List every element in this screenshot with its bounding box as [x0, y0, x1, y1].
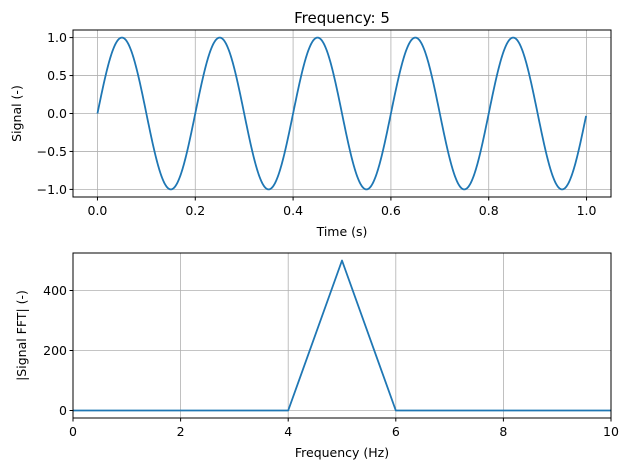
plot-title: Frequency: 5 [294, 9, 390, 27]
fft-x-tick-label-3: 6 [392, 424, 400, 439]
fft-plot-frame [72, 252, 612, 419]
time-x-tick-label-1: 0.2 [185, 203, 205, 218]
fft-x-tick-label-4: 8 [499, 424, 507, 439]
time-y-tick-label-1: −0.5 [37, 144, 67, 159]
fft-y-axis-label: |Signal FFT| (-) [14, 290, 29, 381]
fft-x-tick-label-0: 0 [69, 424, 77, 439]
fft-x-axis-label: Frequency (Hz) [295, 445, 389, 460]
fft-plot-ticks: 0 2 4 6 8 10 0 200 400 [43, 283, 619, 439]
fft-x-tick-label-2: 4 [284, 424, 292, 439]
fft-y-tick-label-0: 0 [59, 403, 67, 418]
fft-y-tick-label-2: 400 [43, 283, 67, 298]
fft-y-tick-label-1: 200 [43, 343, 67, 358]
time-x-tick-label-3: 0.6 [381, 203, 401, 218]
time-x-tick-label-4: 0.8 [479, 203, 499, 218]
fft-x-tick-label-1: 2 [177, 424, 185, 439]
fft-x-tick-label-5: 10 [603, 424, 619, 439]
time-y-axis-label: Signal (-) [9, 85, 24, 142]
time-x-tick-label-2: 0.4 [283, 203, 303, 218]
time-y-tick-label-0: −1.0 [37, 182, 67, 197]
fft-magnitude-line [73, 259, 611, 412]
fft-plot: 0 2 4 6 8 10 0 200 400 Frequency (Hz) |Signal FF… [14, 252, 619, 460]
time-y-tick-label-2: 0.0 [47, 106, 67, 121]
time-signal-plot: 0.0 0.2 0.4 0.6 0.8 1.0 −1.0 −0.5 0.0 0.5 1.0 Freq… [9, 9, 612, 239]
time-x-axis-label: Time (s) [316, 224, 368, 239]
time-y-tick-label-4: 1.0 [47, 30, 67, 45]
time-x-tick-label-5: 1.0 [577, 203, 597, 218]
time-signal-line [96, 36, 587, 191]
time-x-tick-label-0: 0.0 [88, 203, 108, 218]
time-plot-ticks: 0.0 0.2 0.4 0.6 0.8 1.0 −1.0 −0.5 0.0 0.5 1.0 [37, 30, 597, 218]
time-y-tick-label-3: 0.5 [47, 68, 67, 83]
